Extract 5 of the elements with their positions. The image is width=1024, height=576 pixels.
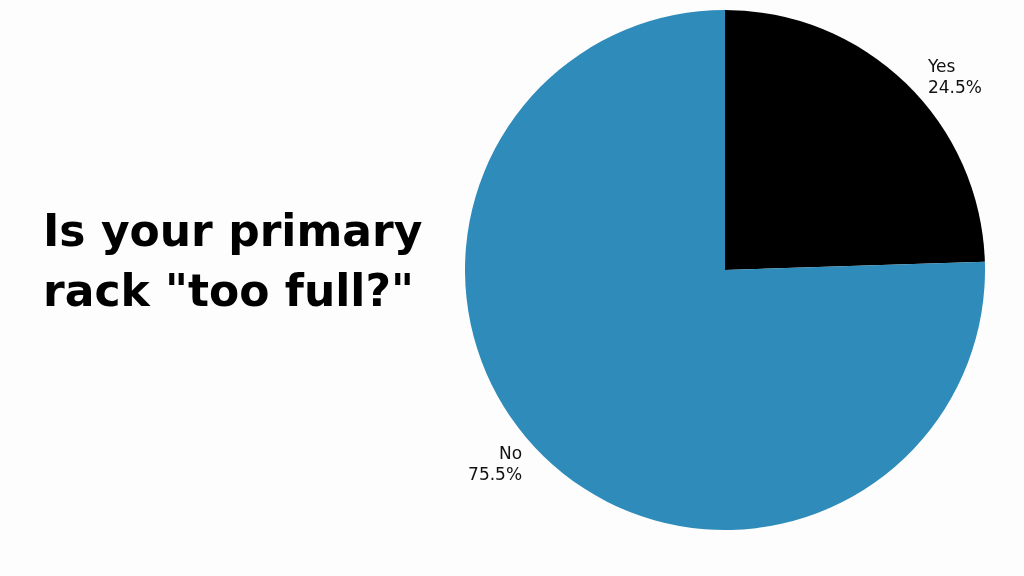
data-label: 24.5%: [927, 76, 982, 97]
data-label: 75.5%: [468, 464, 523, 485]
slice-label: No: [498, 443, 523, 464]
text: Is your primary rack "too full?": [43, 204, 438, 316]
slice-label: Yes: [926, 55, 956, 76]
